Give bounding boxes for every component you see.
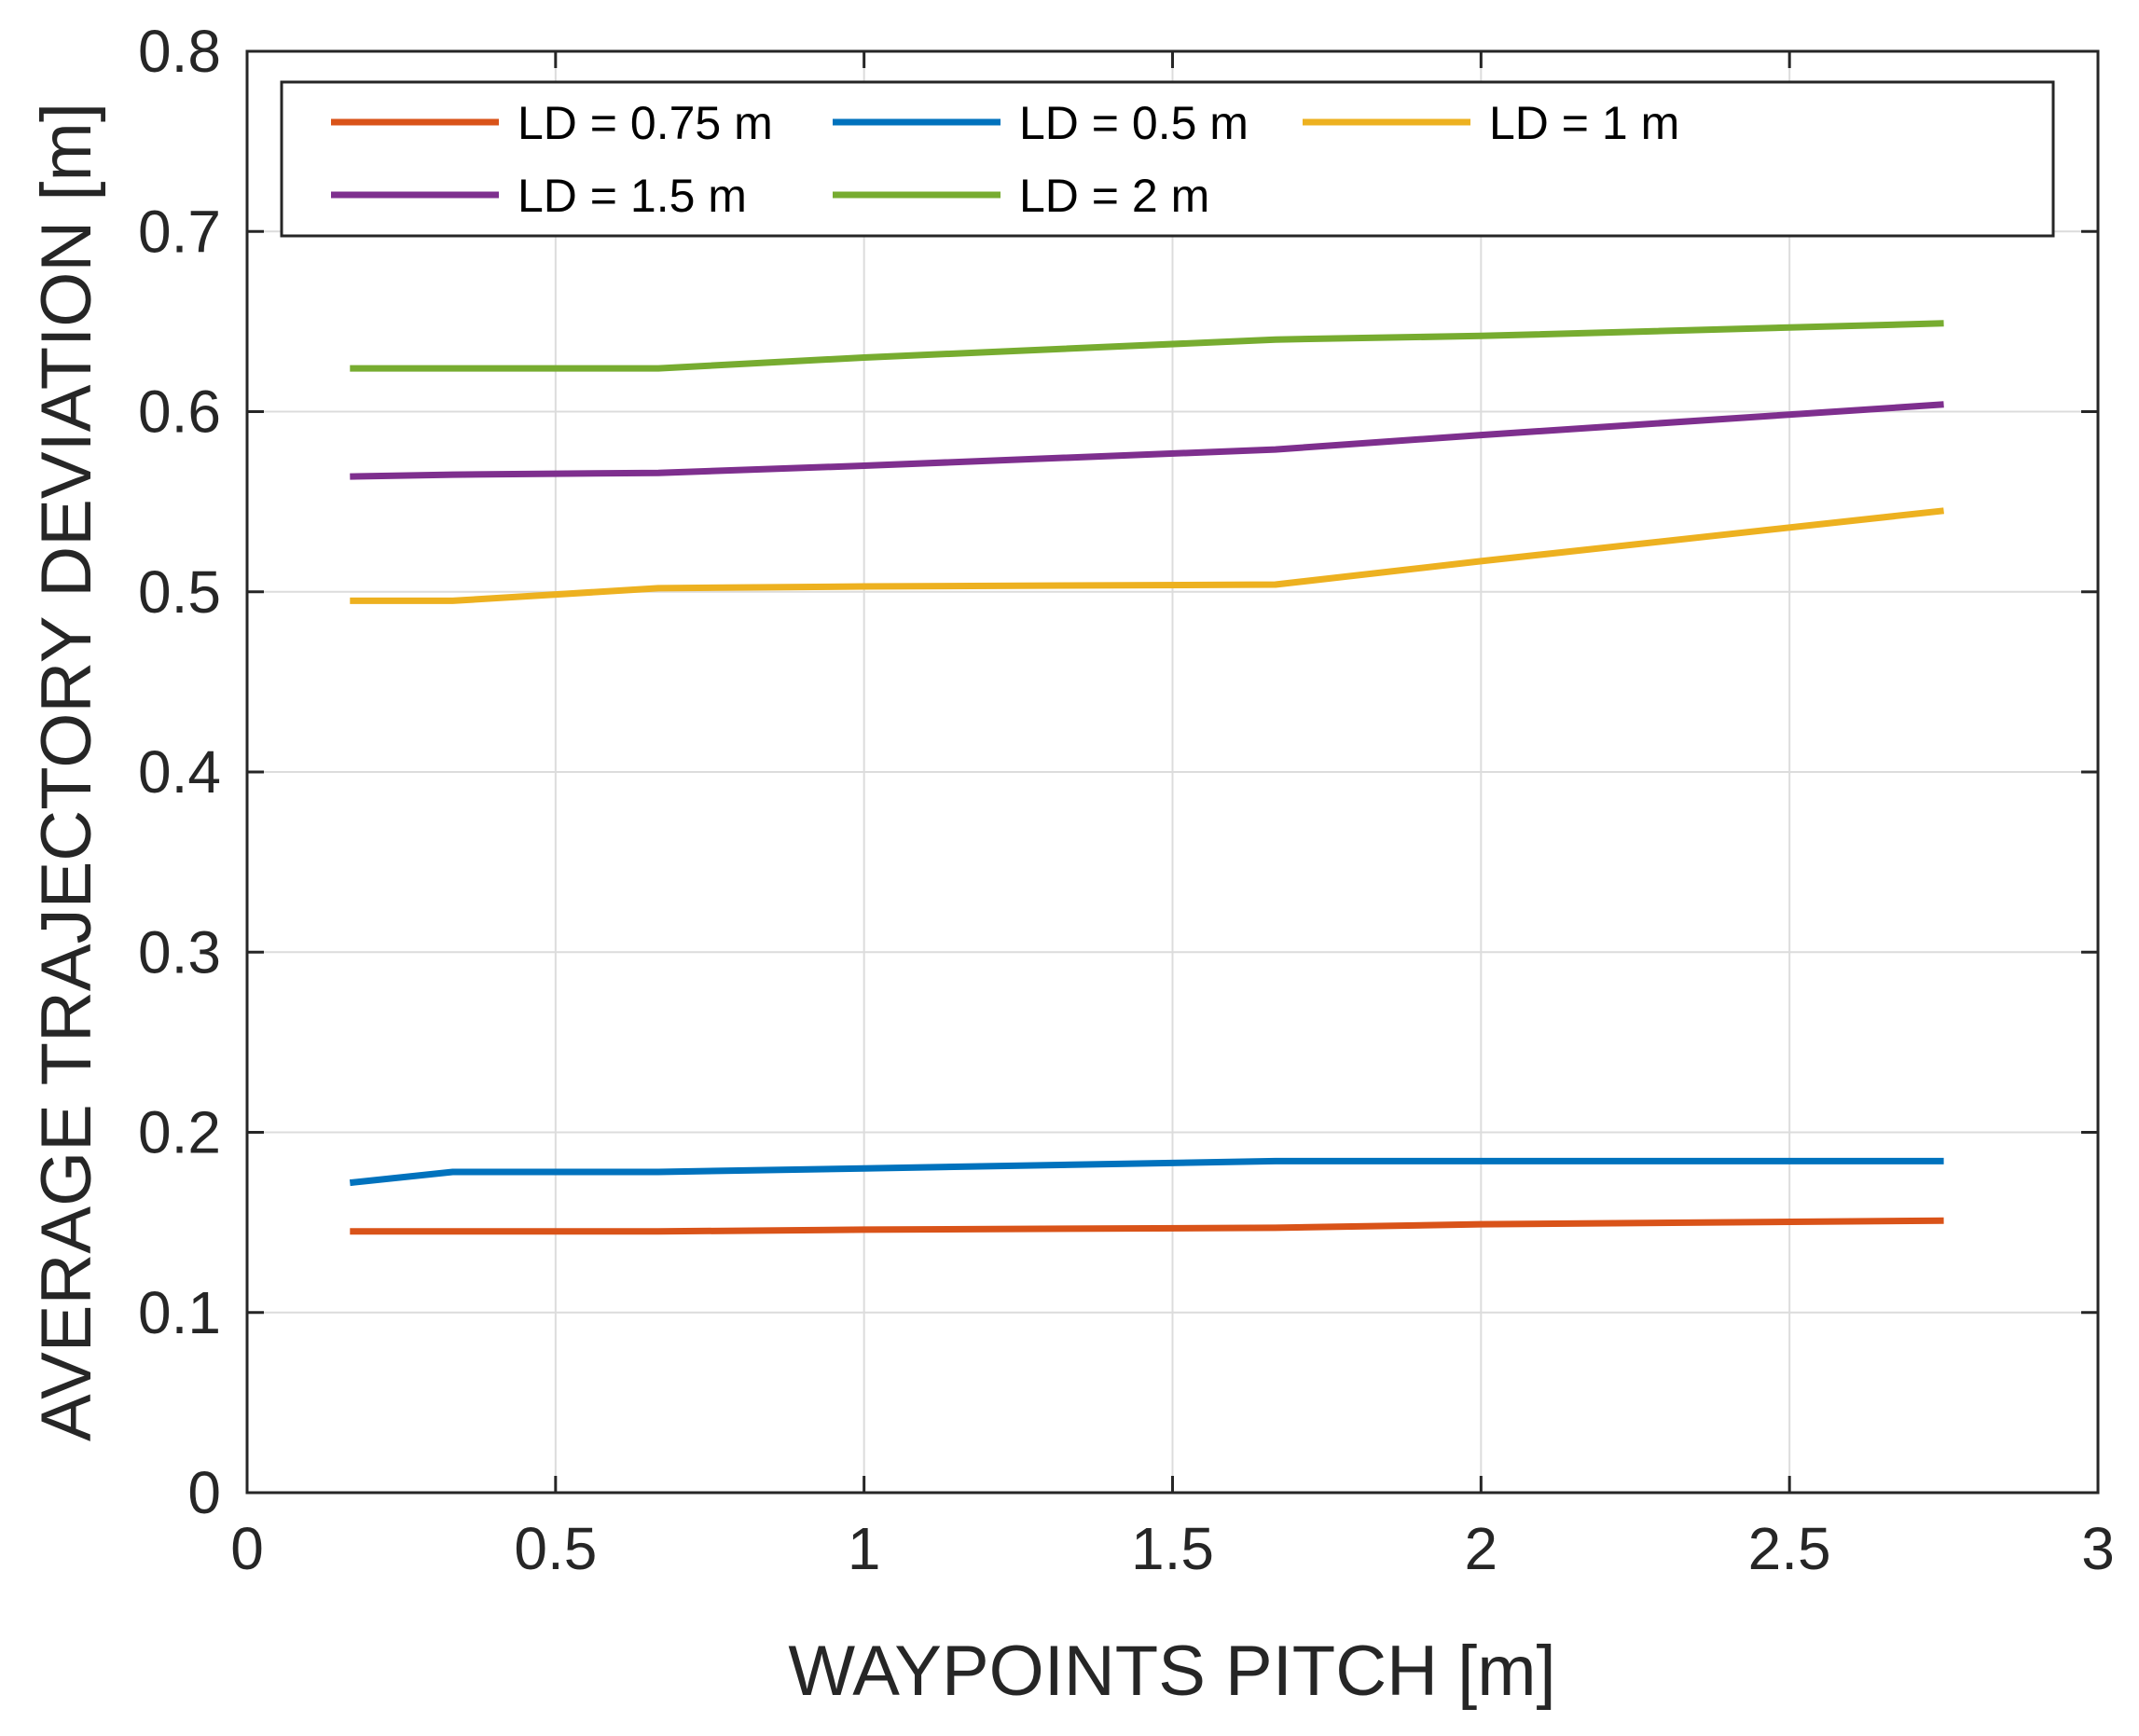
tick-marks — [245, 49, 2100, 1495]
series-line-ld-0-75-m — [350, 1217, 1944, 1235]
series-line-ld-1-5-m — [350, 401, 1944, 480]
x-axis-label: WAYPOINTS PITCH [m] — [788, 1632, 1555, 1711]
legend-label-ld-1-5-m: LD = 1.5 m — [518, 170, 747, 222]
series-line-ld-1-m — [350, 507, 1944, 604]
y-tick-label: 0.5 — [138, 558, 221, 626]
y-tick-label: 0.8 — [138, 18, 221, 85]
series-line-ld-2-m — [350, 320, 1944, 372]
legend-label-ld-1-m: LD = 1 m — [1489, 97, 1679, 149]
x-tick-label: 1 — [848, 1515, 881, 1582]
x-tick-label: 3 — [2081, 1515, 2115, 1582]
y-axis-label: AVERAGE TRAJECTORY DEVIATION [m] — [27, 103, 106, 1441]
x-tick-labels: 0 0.5 1 1.5 2 2.5 3 — [230, 1515, 2115, 1582]
y-tick-labels: 0 0.1 0.2 0.3 0.4 0.5 0.6 0.7 0.8 — [138, 18, 221, 1526]
y-tick-label: 0 — [187, 1459, 221, 1526]
y-tick-label: 0.2 — [138, 1099, 221, 1166]
x-tick-label: 0.5 — [514, 1515, 597, 1582]
x-tick-label: 1.5 — [1131, 1515, 1214, 1582]
y-tick-label: 0.1 — [138, 1279, 221, 1346]
legend-label-ld-0-5-m: LD = 0.5 m — [1019, 97, 1249, 149]
y-tick-label: 0.4 — [138, 738, 221, 806]
legend: LD = 0.75 m LD = 0.5 m LD = 1 m LD = 1.5 m L… — [280, 80, 2055, 238]
x-tick-label: 0 — [230, 1515, 264, 1582]
series-line-ld-0-5-m — [349, 1157, 1944, 1187]
y-tick-label: 0.3 — [138, 918, 221, 985]
y-tick-label: 0.7 — [138, 198, 221, 265]
series-lines — [349, 320, 1944, 1235]
y-tick-label: 0.6 — [138, 379, 221, 446]
legend-box — [280, 80, 2055, 238]
x-tick-label: 2 — [1465, 1515, 1498, 1582]
legend-label-ld-2-m: LD = 2 m — [1019, 170, 1209, 222]
x-tick-label: 2.5 — [1748, 1515, 1831, 1582]
legend-label-ld-0-75-m: LD = 0.75 m — [518, 97, 773, 149]
